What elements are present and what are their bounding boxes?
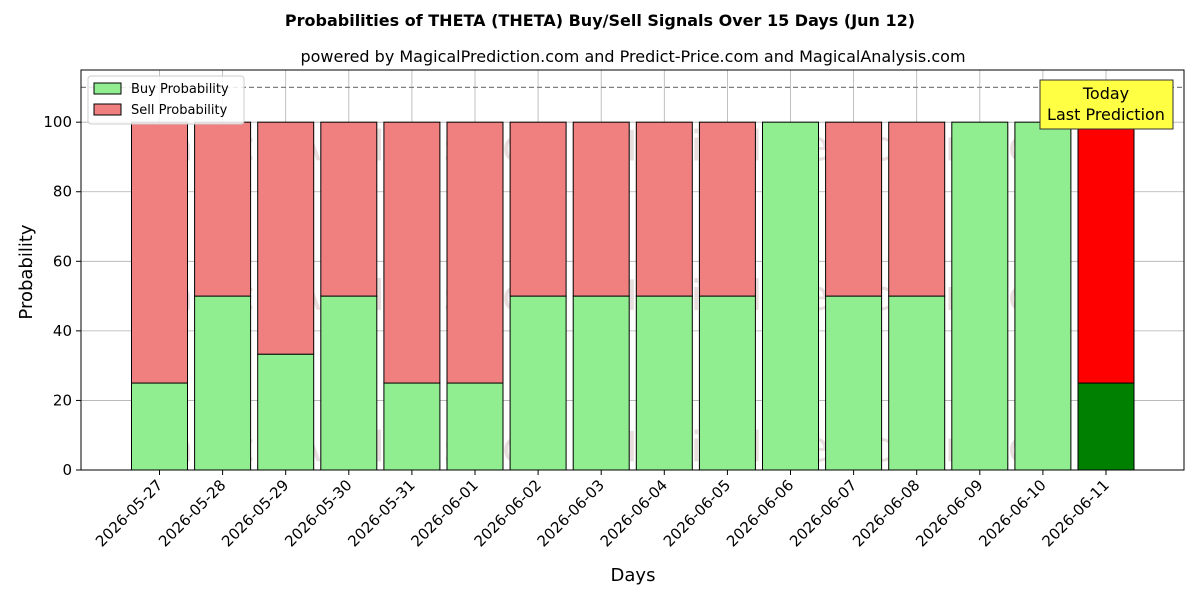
buy-bar [131, 382, 188, 471]
sell-bar [194, 121, 252, 297]
x-tick-label: 2026-06-03 [534, 476, 608, 550]
x-tick-label: 2026-06-01 [407, 476, 481, 550]
sell-bar [320, 121, 378, 297]
x-tick-label: 2026-06-06 [723, 476, 797, 550]
chart-subtitle: powered by MagicalPrediction.com and Pre… [300, 47, 965, 66]
buy-bar [257, 353, 315, 471]
chart-title: Probabilities of THETA (THETA) Buy/Sell … [285, 11, 915, 30]
x-tick-label: 2026-05-31 [344, 476, 418, 550]
y-tick-label: 100 [43, 113, 72, 131]
plot-frame [80, 69, 1185, 471]
x-tick-label: 2026-06-09 [912, 476, 986, 550]
sell-bar [509, 121, 567, 297]
buy-bar [888, 295, 946, 471]
buy-bar [1014, 121, 1072, 471]
sell-bar [383, 121, 441, 384]
sell-bar [698, 121, 756, 297]
bar-layer [131, 121, 1135, 471]
sell-bar [446, 121, 504, 384]
y-axis-label: Probability [16, 224, 37, 319]
buy-bar [320, 295, 378, 471]
legend-buy-swatch [93, 82, 122, 95]
legend: Buy Probability Sell Probability [87, 75, 245, 125]
buy-bar [635, 295, 693, 471]
sell-bar [131, 121, 188, 384]
x-tick-label: 2026-06-11 [1038, 476, 1112, 550]
buy-bar [762, 121, 819, 471]
legend-sell-label: Sell Probability [131, 103, 228, 118]
buy-bar [572, 295, 630, 471]
x-tick-label: 2026-05-27 [92, 476, 166, 550]
buy-bar [951, 121, 1009, 471]
x-tick-label: 2026-05-30 [281, 476, 355, 550]
y-tick-label: 20 [53, 391, 72, 409]
x-tick-label: 2026-05-28 [155, 476, 229, 550]
buy-bar [509, 295, 567, 471]
x-tick-label: 2026-06-05 [660, 476, 734, 550]
annotation-line2: Last Prediction [1047, 105, 1165, 124]
x-tick-label: 2026-05-29 [218, 476, 292, 550]
x-tick-label: 2026-06-07 [786, 476, 860, 550]
y-tick-label: 80 [53, 183, 72, 201]
legend-sell-swatch [93, 103, 122, 116]
annotation-box [1039, 79, 1174, 130]
y-tick-label: 0 [62, 461, 72, 479]
x-tick-label: 2026-06-02 [471, 476, 545, 550]
annotation-line1: Today [1082, 84, 1129, 103]
buy-bar [194, 295, 252, 471]
buy-bar [698, 295, 756, 471]
legend-buy-label: Buy Probability [131, 82, 229, 97]
x-tick-label: 2026-06-04 [597, 476, 671, 550]
buy-bar [1077, 382, 1135, 471]
x-axis-label: Days [611, 565, 656, 586]
y-tick-label: 60 [53, 252, 72, 270]
sell-bar [825, 121, 883, 297]
sell-bar [257, 121, 315, 355]
sell-bar [1077, 121, 1135, 384]
sell-bar [572, 121, 630, 297]
sell-bar [888, 121, 946, 297]
today-annotation: Today Last Prediction [1039, 79, 1174, 130]
x-tick-label: 2026-06-10 [975, 476, 1049, 550]
y-tick-label: 40 [53, 322, 72, 340]
x-tick-label: 2026-06-08 [849, 476, 923, 550]
buy-bar [446, 382, 504, 471]
sell-bar [635, 121, 693, 297]
buy-bar [383, 382, 441, 471]
buy-bar [825, 295, 883, 471]
legend-frame [87, 75, 245, 125]
